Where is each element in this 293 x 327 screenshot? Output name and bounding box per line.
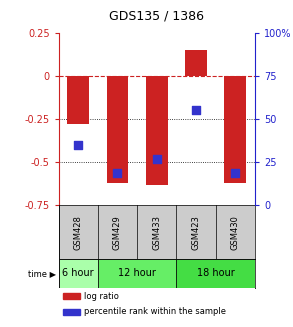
Text: GSM430: GSM430 [231,215,240,250]
Text: GSM433: GSM433 [152,215,161,250]
Bar [176,259,255,288]
Text: 6 hour: 6 hour [62,268,94,279]
Bar [107,76,128,183]
Bar [67,76,89,124]
Point [76,142,81,147]
Bar [62,309,80,315]
Bar [185,50,207,76]
Bar [59,259,98,288]
Text: GSM423: GSM423 [192,215,200,250]
Bar [224,76,246,183]
Text: time ▶: time ▶ [28,269,56,278]
Text: percentile rank within the sample: percentile rank within the sample [84,307,226,316]
Point [194,108,198,113]
Text: 18 hour: 18 hour [197,268,234,279]
Text: log ratio: log ratio [84,291,119,301]
Bar [98,259,176,288]
Bar [146,76,168,185]
Point [233,171,238,176]
Text: GSM429: GSM429 [113,215,122,250]
Point [154,156,159,161]
Bar [62,293,80,299]
Text: GDS135 / 1386: GDS135 / 1386 [109,10,204,23]
Point [115,171,120,176]
Text: 12 hour: 12 hour [118,268,156,279]
Text: GSM428: GSM428 [74,215,83,250]
